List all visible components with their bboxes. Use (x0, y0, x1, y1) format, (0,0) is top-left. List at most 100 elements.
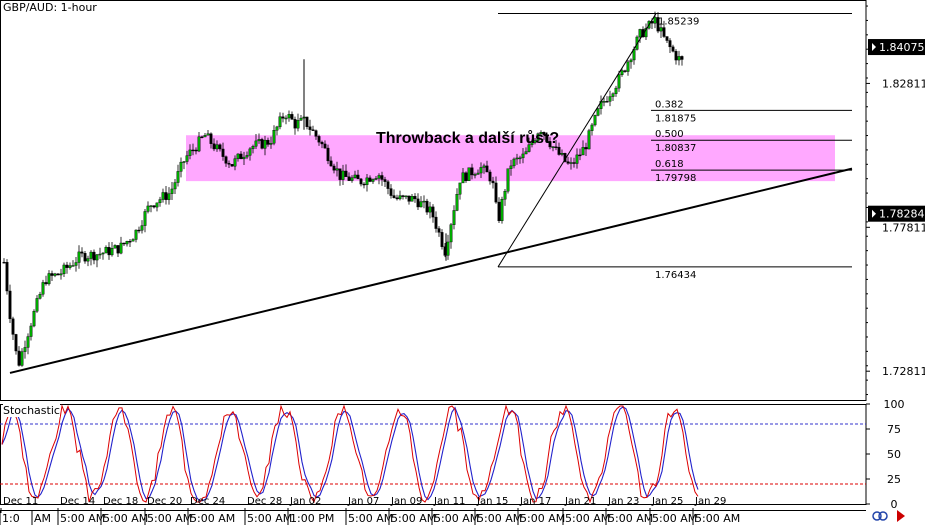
candle-body-107 (323, 143, 327, 149)
current-price-arrow (872, 43, 876, 52)
candle-body-39 (119, 242, 123, 254)
candle-body-41 (125, 240, 129, 245)
candle-body-145 (437, 228, 441, 233)
candle-body-164 (494, 182, 498, 203)
resistance-support-zone (186, 135, 835, 182)
fib-diagonal (497, 13, 657, 268)
candle-body-22 (68, 265, 72, 268)
candle-body-110 (332, 165, 336, 171)
candle-body-93 (281, 116, 285, 119)
candle-body-62 (188, 149, 192, 156)
stoch-tick-label-1: 75 (887, 423, 901, 436)
candle-body-152 (458, 182, 462, 195)
current-price-box (868, 39, 925, 56)
candle-body-61 (185, 155, 189, 162)
candle-body-223 (671, 46, 675, 52)
candle-body-207 (623, 70, 627, 72)
candle-body-198 (596, 108, 600, 116)
price-label-1.78284: 1.78284 (868, 205, 925, 222)
candle-body-178 (536, 133, 540, 141)
candle-body-11 (35, 298, 39, 312)
candle-body-99 (299, 117, 303, 121)
candle-body-34 (104, 247, 108, 254)
x-label-date-6: Jan 02 (289, 496, 321, 507)
candle-body-70 (212, 143, 216, 150)
candle-body-117 (353, 174, 357, 178)
candle-body-37 (113, 245, 117, 249)
footer-icons (872, 510, 905, 522)
candle-body-30 (92, 251, 96, 261)
stoch-tick-label-0: 100 (884, 398, 905, 411)
fib-ratio-0.618: 0.618 (655, 159, 684, 170)
x-label-time-12: 5:00 AM (520, 512, 565, 525)
x-label-date-15: Jan 29 (694, 496, 726, 507)
x-label-time-13: 5:00 AM (565, 512, 610, 525)
candle-body-209 (629, 59, 633, 63)
candle-body-129 (389, 188, 393, 196)
candle-body-104 (314, 130, 318, 137)
candle-body-185 (557, 146, 561, 155)
candle-body-113 (341, 170, 345, 180)
candle-body-66 (200, 136, 204, 139)
fib-price-0.618: 1.79798 (655, 173, 696, 184)
candle-body-136 (410, 196, 414, 202)
x-label-time-8: 5:00 AM (348, 512, 393, 525)
stoch-tick-label-2: 50 (887, 448, 901, 461)
candle-body-5 (17, 350, 21, 366)
candle-body-45 (137, 229, 141, 232)
candle-body-141 (425, 200, 429, 213)
candle-body-188 (566, 161, 570, 164)
candle-body-173 (521, 153, 525, 159)
candle-body-166 (500, 199, 504, 222)
candle-body-20 (62, 264, 66, 275)
x-label-time-14: 5:00 AM (608, 512, 653, 525)
candle-body-197 (593, 115, 597, 126)
candle-body-91 (275, 126, 279, 131)
candle-body-137 (413, 196, 417, 200)
fib-label-high: 1.85239 (658, 17, 699, 28)
candle-body-14 (44, 282, 48, 285)
candle-body-140 (422, 200, 426, 203)
fib-ratio-0.500: 0.500 (655, 129, 684, 140)
candle-body-186 (560, 153, 564, 155)
candle-body-203 (611, 93, 615, 97)
candle-body-142 (428, 206, 432, 213)
candle-body-86 (260, 139, 264, 149)
candle-body-33 (101, 252, 105, 255)
candle-body-170 (512, 158, 516, 167)
candle-body-74 (224, 156, 228, 164)
candle-body-124 (374, 178, 378, 180)
candle-body-174 (524, 151, 528, 155)
candle-body-28 (86, 258, 90, 262)
candle-body-183 (551, 146, 555, 148)
candle-body-72 (218, 144, 222, 150)
candle-body-162 (488, 171, 492, 182)
x-label-date-5: Dec 28 (247, 496, 282, 507)
candle-body-76 (230, 164, 234, 167)
candle-body-35 (107, 247, 111, 256)
candle-body-80 (242, 156, 246, 160)
candle-body-156 (470, 167, 474, 176)
candle-body-219 (659, 27, 663, 32)
candle-body-182 (548, 141, 552, 148)
candle-body-90 (272, 130, 276, 144)
x-label-time-10: 5:00 AM (434, 512, 479, 525)
candle-body-38 (116, 245, 120, 254)
candle-body-201 (605, 101, 609, 103)
candle-body-126 (380, 175, 384, 180)
candle-body-83 (251, 146, 255, 150)
candle-body-220 (662, 27, 666, 37)
candle-body-118 (356, 174, 360, 180)
candle-body-119 (359, 178, 363, 185)
candle-body-127 (383, 179, 387, 182)
candle-body-111 (335, 168, 339, 171)
candle-body-106 (320, 141, 324, 145)
price-label-1.84075: 1.84075 (868, 39, 925, 56)
x-label-time-4: 5:00 AM (147, 512, 192, 525)
candle-body-222 (668, 40, 672, 48)
candle-body-25 (77, 251, 81, 263)
candle-body-92 (278, 116, 282, 128)
candle-body-79 (239, 153, 243, 160)
candle-body-64 (194, 149, 198, 152)
